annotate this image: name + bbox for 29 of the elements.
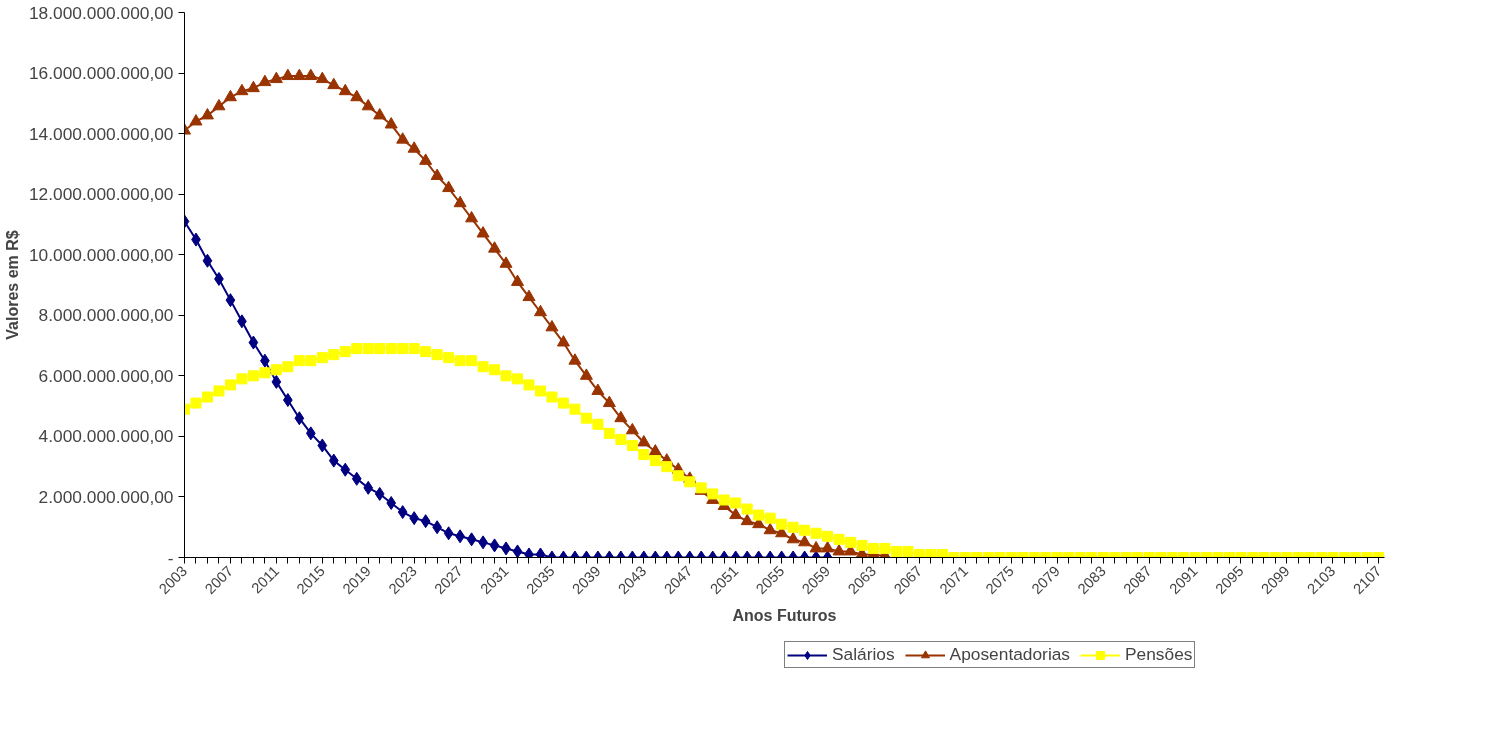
point: [328, 453, 339, 468]
point: [305, 426, 316, 441]
point: [225, 293, 236, 308]
y-tick-label: 10.000.000.000,00: [28, 244, 174, 265]
y-axis-title: Valores em R$: [3, 230, 21, 340]
point: [317, 438, 328, 453]
legend-label: Aposentadorias: [949, 644, 1071, 665]
y-tick-label: 4.000.000.000,00: [38, 426, 174, 447]
y-tick-label: 16.000.000.000,00: [28, 63, 174, 84]
point: [374, 486, 385, 501]
point: [294, 411, 305, 426]
point: [351, 471, 362, 486]
y-tick-label: 12.000.000.000,00: [28, 184, 174, 205]
legend-label: Pensões: [1125, 644, 1193, 665]
y-tick-label: 14.000.000.000,00: [28, 123, 174, 144]
point: [271, 374, 282, 389]
x-axis-title: Anos Futuros: [732, 606, 837, 624]
legend-label: Salários: [832, 644, 895, 665]
y-tick-label: 6.000.000.000,00: [38, 365, 174, 386]
point: [535, 547, 546, 558]
point: [340, 462, 351, 477]
point: [202, 253, 213, 268]
point: [248, 335, 259, 350]
y-tick-label: 8.000.000.000,00: [38, 305, 174, 326]
y-tick-label: 18.000.000.000,00: [28, 2, 174, 23]
point: [524, 547, 534, 558]
y-tick-label: 2.000.000.000,00: [38, 486, 174, 507]
point: [363, 480, 374, 495]
y-tick-label: -: [167, 547, 174, 568]
